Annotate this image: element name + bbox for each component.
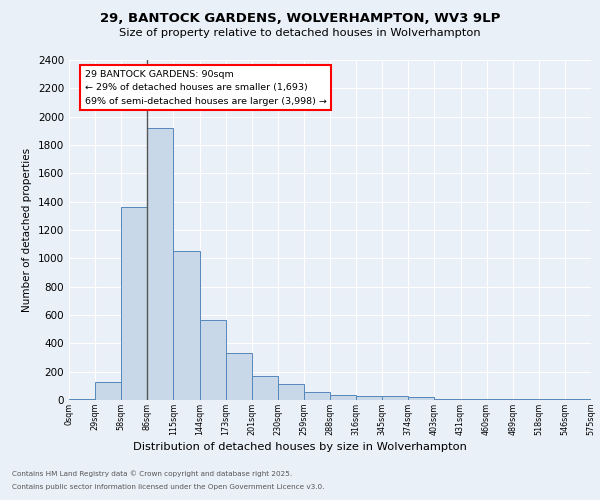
Bar bbox=[278, 384, 304, 400]
Bar bbox=[409, 397, 434, 400]
Bar bbox=[304, 392, 330, 400]
Y-axis label: Number of detached properties: Number of detached properties bbox=[22, 148, 32, 312]
Bar bbox=[330, 395, 356, 400]
Text: Distribution of detached houses by size in Wolverhampton: Distribution of detached houses by size … bbox=[133, 442, 467, 452]
Bar bbox=[69, 398, 95, 400]
Text: 29, BANTOCK GARDENS, WOLVERHAMPTON, WV3 9LP: 29, BANTOCK GARDENS, WOLVERHAMPTON, WV3 … bbox=[100, 12, 500, 26]
Bar bbox=[226, 352, 252, 400]
Bar bbox=[565, 398, 591, 400]
Bar bbox=[199, 320, 226, 400]
Text: Contains public sector information licensed under the Open Government Licence v3: Contains public sector information licen… bbox=[12, 484, 325, 490]
Text: Size of property relative to detached houses in Wolverhampton: Size of property relative to detached ho… bbox=[119, 28, 481, 38]
Bar bbox=[121, 208, 148, 400]
Bar bbox=[252, 376, 278, 400]
Text: Contains HM Land Registry data © Crown copyright and database right 2025.: Contains HM Land Registry data © Crown c… bbox=[12, 470, 292, 477]
Bar bbox=[382, 396, 409, 400]
Bar bbox=[148, 128, 173, 400]
Bar bbox=[173, 250, 199, 400]
Bar bbox=[95, 382, 121, 400]
Bar bbox=[356, 396, 382, 400]
Text: 29 BANTOCK GARDENS: 90sqm
← 29% of detached houses are smaller (1,693)
69% of se: 29 BANTOCK GARDENS: 90sqm ← 29% of detac… bbox=[85, 70, 326, 106]
